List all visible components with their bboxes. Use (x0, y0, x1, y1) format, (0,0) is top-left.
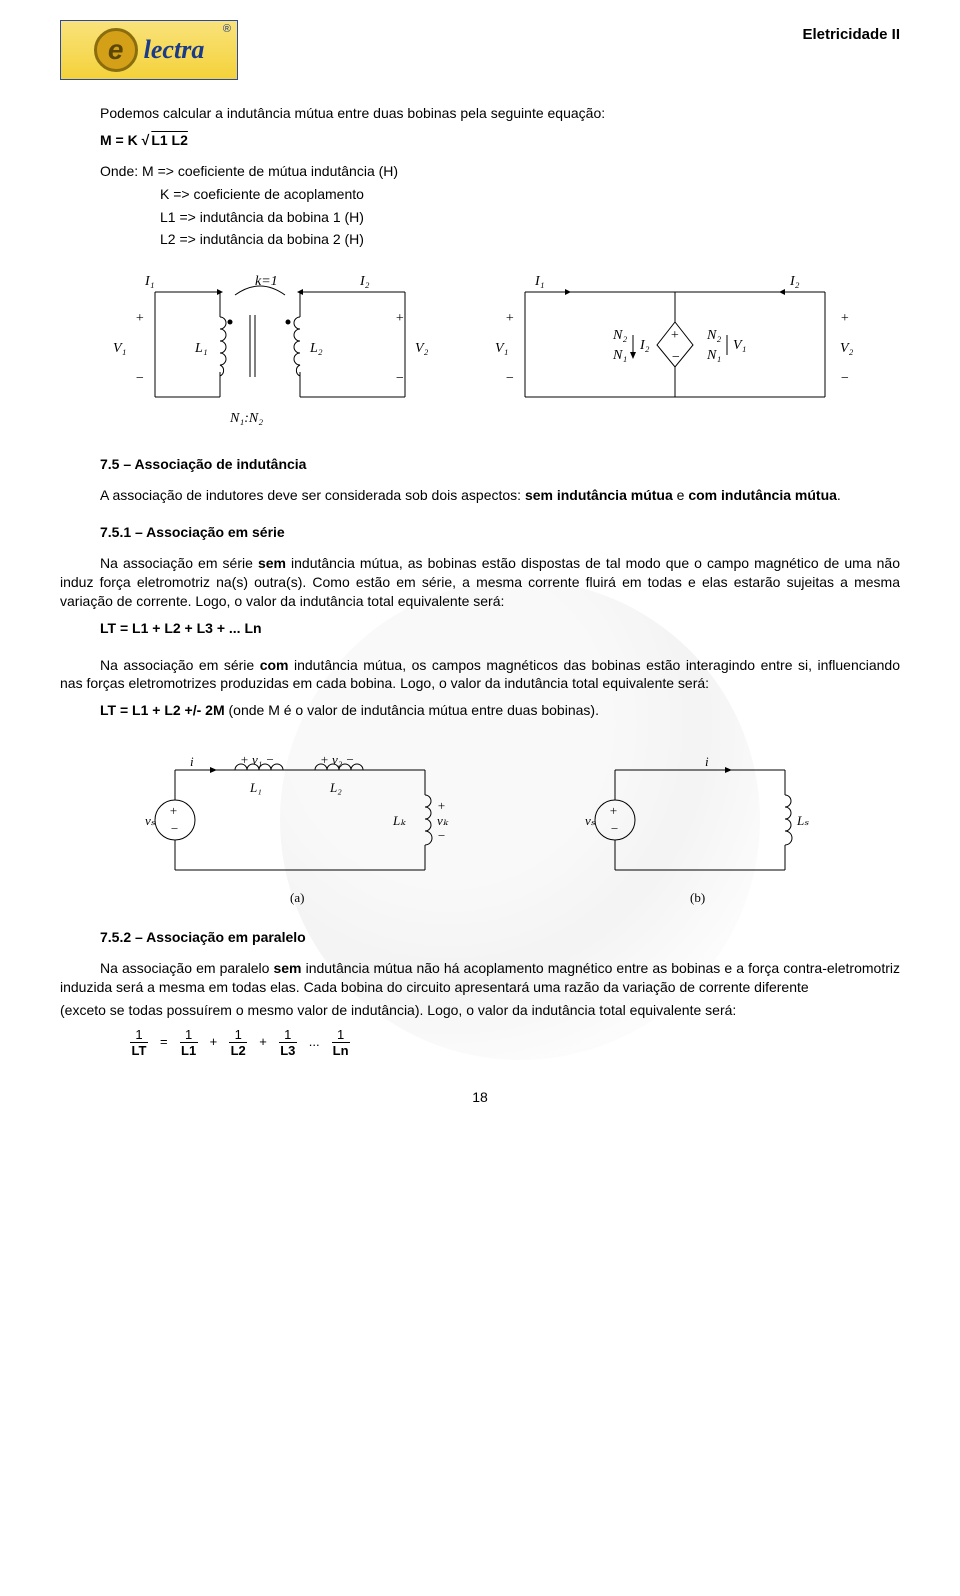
svg-text:+: + (395, 311, 404, 326)
def-l2: L2 => indutância da bobina 2 (H) (160, 230, 900, 249)
transformer-diagram-2: I₁ I₂ + + V₁ V₂ − − + − N₂ N₁ I₂ N₂ N₁ V₁ (495, 267, 855, 437)
svg-text:+: + (670, 328, 679, 343)
svg-text:I₁: I₁ (534, 274, 545, 289)
logo-icon: e (94, 28, 138, 72)
svg-text:+: + (437, 798, 446, 813)
svg-text:N₂: N₂ (612, 328, 627, 343)
svg-text:I₂: I₂ (359, 274, 370, 289)
svg-text:I₂: I₂ (639, 338, 650, 353)
svg-text:Lₛ: Lₛ (796, 813, 809, 828)
svg-text:(b): (b) (690, 890, 705, 905)
svg-text:V₁: V₁ (495, 341, 508, 356)
svg-text:−: − (395, 371, 404, 386)
svg-text:i: i (190, 754, 194, 769)
formula-m: M = K √L1 L2 (100, 131, 900, 150)
section-7-5-title: 7.5 – Associação de indutância (100, 455, 900, 474)
svg-text:I₁: I₁ (144, 274, 155, 289)
svg-text:N₂: N₂ (706, 328, 721, 343)
sec751-p1: Na associação em série sem indutância mú… (60, 554, 900, 611)
formula-lt-series-m: LT = L1 + L2 +/- 2M (onde M é o valor de… (100, 701, 900, 720)
svg-text:−: − (437, 828, 446, 843)
svg-text:V₁: V₁ (733, 338, 746, 353)
def-k: K => coeficiente de acoplamento (160, 185, 900, 204)
page-number: 18 (60, 1089, 900, 1105)
logo: e lectra ® (60, 20, 238, 80)
svg-text:N₁:N₂: N₁:N₂ (229, 411, 263, 426)
svg-text:V₁: V₁ (113, 341, 126, 356)
svg-text:+: + (609, 803, 618, 818)
svg-text:I₂: I₂ (789, 274, 800, 289)
svg-text:+: + (840, 311, 849, 326)
svg-text:V₂: V₂ (415, 341, 429, 356)
svg-text:+: + (505, 311, 514, 326)
svg-text:+: + (169, 803, 178, 818)
formula-lt-series: LT = L1 + L2 + L3 + ... Ln (100, 619, 900, 638)
svg-text:Lₖ: Lₖ (392, 813, 406, 828)
svg-text:(a): (a) (290, 890, 304, 905)
svg-text:−: − (170, 821, 179, 836)
series-circuit-diagrams: +− vₛ i + v₁ − L₁ + v₂ − L₂ Lₖ +vₖ− (a) (60, 740, 900, 910)
svg-text:−: − (505, 371, 514, 386)
svg-text:+ v₂ −: + v₂ − (320, 752, 354, 767)
svg-text:vₖ: vₖ (437, 813, 449, 828)
transformer-diagrams: I₁I₂ k=1 ++ V₁V₂ −− L₁ L₂ (60, 267, 900, 437)
circuit-b: + − vₛ i Lₛ (b) (575, 740, 825, 910)
svg-text:vₛ: vₛ (145, 813, 156, 828)
svg-text:L₂: L₂ (309, 341, 323, 356)
logo-text: lectra (144, 35, 205, 65)
svg-text:−: − (840, 371, 849, 386)
formula-lt-parallel: 1LT = 1L1 + 1L2 + 1L3 ... 1Ln (130, 1028, 900, 1057)
logo-reg: ® (223, 23, 231, 35)
sec751-p2: Na associação em série com indutância mú… (60, 656, 900, 694)
svg-text:L₁: L₁ (249, 780, 262, 795)
sec752-p1: Na associação em paralelo sem indutância… (60, 959, 900, 997)
svg-text:+: + (135, 311, 144, 326)
page-header: e lectra ® Eletricidade II (60, 20, 900, 80)
section-7-5-1-title: 7.5.1 – Associação em série (100, 523, 900, 542)
course-title: Eletricidade II (802, 26, 900, 43)
svg-text:V₂: V₂ (840, 341, 854, 356)
svg-text:vₛ: vₛ (585, 813, 596, 828)
svg-text:−: − (135, 371, 144, 386)
sec752-p2: (exceto se todas possuírem o mesmo valor… (60, 1001, 900, 1020)
svg-text:L₁: L₁ (194, 341, 208, 356)
def-l1: L1 => indutância da bobina 1 (H) (160, 208, 900, 227)
svg-text:i: i (705, 754, 709, 769)
transformer-diagram-1: I₁I₂ k=1 ++ V₁V₂ −− L₁ L₂ (105, 267, 445, 437)
svg-text:−: − (671, 350, 680, 365)
intro-text: Podemos calcular a indutância mútua entr… (60, 104, 900, 123)
svg-text:+ v₁ −: + v₁ − (240, 752, 274, 767)
svg-text:N₁: N₁ (706, 348, 721, 363)
svg-text:N₁: N₁ (612, 348, 627, 363)
def-onde: Onde: M => coeficiente de mútua indutânc… (60, 162, 900, 181)
sec75-p1: A associação de indutores deve ser consi… (60, 486, 900, 505)
svg-text:−: − (610, 821, 619, 836)
svg-text:L₂: L₂ (329, 780, 342, 795)
section-7-5-2-title: 7.5.2 – Associação em paralelo (100, 928, 900, 947)
circuit-a: +− vₛ i + v₁ − L₁ + v₂ − L₂ Lₖ +vₖ− (a) (135, 740, 455, 910)
